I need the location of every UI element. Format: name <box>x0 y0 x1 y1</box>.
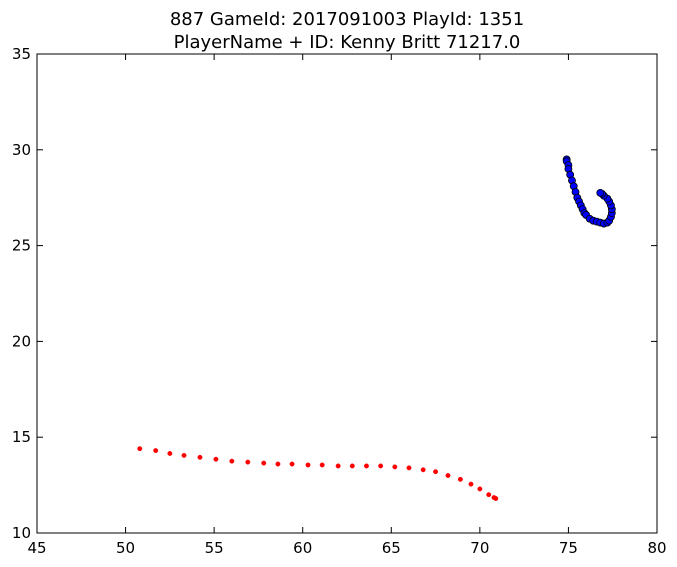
series-2-point <box>349 463 355 469</box>
series-2-point <box>392 464 398 470</box>
series-2-point <box>275 461 281 467</box>
series-2-point <box>420 467 426 473</box>
x-tick-label: 75 <box>559 539 578 557</box>
series-1-point <box>596 189 605 197</box>
data-points <box>137 155 616 501</box>
series-2-point <box>319 462 325 468</box>
chart-title-line-2: PlayerName + ID: Kenny Britt 71217.0 <box>174 32 521 53</box>
series-2-point <box>197 454 203 460</box>
series-2-point <box>167 451 173 456</box>
x-tick-label: 50 <box>116 539 135 557</box>
y-tick-label: 10 <box>12 524 31 542</box>
series-2-point <box>445 473 451 478</box>
series-2-point <box>335 463 341 469</box>
series-2-point <box>289 461 295 467</box>
series-2-point <box>486 492 492 498</box>
y-tick-label: 30 <box>12 141 31 159</box>
series-2-point <box>433 469 439 475</box>
x-tick-label: 70 <box>470 539 489 557</box>
series-2-point <box>468 481 474 487</box>
axis-ticks: 45 50 55 60 65 70 75 80 10 15 20 25 30 35 <box>12 45 667 557</box>
x-tick-label: 55 <box>205 539 224 557</box>
y-tick-label: 35 <box>12 45 31 63</box>
series-2-point <box>406 465 412 471</box>
series-2-point <box>261 460 267 466</box>
y-tick-label: 20 <box>12 332 31 350</box>
x-tick-label: 60 <box>293 539 312 557</box>
series-2-point <box>153 448 159 454</box>
series-2-point <box>213 456 219 462</box>
series-2-point <box>457 476 463 482</box>
y-tick-label: 25 <box>12 237 31 255</box>
series-2-point <box>181 452 187 458</box>
x-tick-label: 80 <box>647 539 666 557</box>
series-2-point <box>229 458 235 464</box>
series-2-point <box>245 459 251 465</box>
x-tick-label: 65 <box>382 539 401 557</box>
x-tick-label: 45 <box>27 539 46 557</box>
series-2-point <box>137 446 143 452</box>
series-2-point <box>493 496 499 501</box>
y-tick-label: 15 <box>12 428 31 446</box>
plot-area <box>36 53 658 534</box>
series-2-point <box>378 463 384 469</box>
series-2-point <box>305 462 311 468</box>
series-2-point <box>364 463 369 469</box>
series-2-point <box>477 486 483 492</box>
chart-title-line-1: 887 GameId: 2017091003 PlayId: 1351 <box>170 9 524 30</box>
